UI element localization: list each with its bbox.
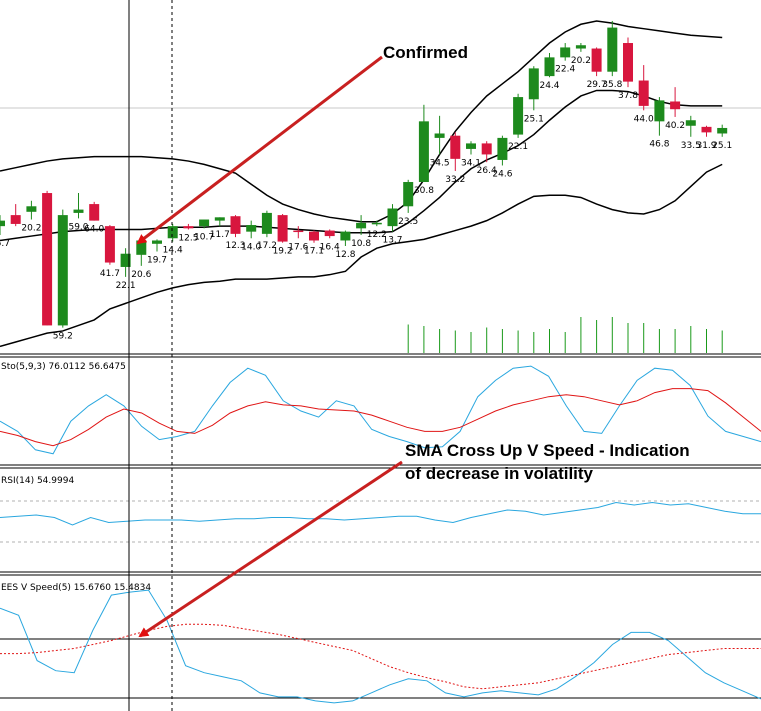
trading-chart: 25.720.259.259.064.041.722.120.619.714.4… [0, 0, 761, 711]
candle-body [450, 136, 460, 159]
candle-body [74, 210, 84, 213]
candle-body [215, 217, 225, 220]
candle-value-label: 25.7 [0, 239, 10, 249]
candle [89, 202, 99, 221]
candle-body [419, 121, 429, 182]
candle-body [482, 143, 492, 154]
candle-value-label: 34.5 [430, 158, 450, 168]
candle-body [513, 97, 523, 135]
candle-body [199, 220, 209, 227]
candle-value-label: 33.2 [445, 175, 465, 185]
candle-value-label: 20.2 [571, 56, 591, 66]
candle-value-label: 20.2 [21, 224, 41, 234]
candle-value-label: 10.8 [351, 239, 371, 249]
candle-body [529, 68, 539, 99]
candle-body [105, 226, 115, 262]
candle-body [262, 213, 272, 234]
candle-value-label: 11.7 [210, 230, 230, 240]
candle-value-label: 46.8 [649, 140, 669, 150]
candle-value-label: 37.8 [618, 91, 638, 101]
chart-background [0, 0, 761, 711]
candle-value-label: 25.1 [524, 114, 544, 124]
candle [623, 38, 633, 88]
candle-body [356, 223, 366, 229]
candle-body [576, 45, 586, 48]
candle-body [623, 43, 633, 82]
candle-value-label: 30.8 [414, 186, 434, 196]
candle-body [246, 225, 256, 232]
candle-body [717, 128, 727, 134]
candle [607, 21, 617, 76]
candle-body [466, 143, 476, 149]
candle-value-label: 22.1 [116, 281, 136, 291]
confirmed-annotation: Confirmed [383, 43, 468, 62]
candle-value-label: 22.1 [508, 142, 528, 152]
candle-body [11, 215, 21, 224]
candle-value-label: 35.8 [602, 80, 622, 90]
candle-body [168, 226, 178, 238]
candle [262, 211, 272, 237]
candle-value-label: 25.1 [712, 141, 732, 151]
candle-body [592, 49, 602, 72]
candle-body [0, 221, 5, 227]
candle-body [545, 57, 555, 76]
candle [278, 214, 288, 243]
candle-value-label: 24.4 [539, 81, 559, 91]
candle-body [435, 133, 445, 137]
candle-body [497, 138, 507, 160]
candle-body [152, 240, 162, 243]
candle-body [686, 120, 696, 126]
candle [42, 191, 52, 326]
candle-body [325, 231, 335, 237]
candle-body [607, 28, 617, 72]
candle-body [388, 208, 398, 226]
candle-value-label: 20.6 [131, 270, 151, 280]
candle-body [372, 223, 382, 225]
candle-body [89, 204, 99, 221]
candle-value-label: 23.5 [398, 217, 418, 227]
candle-body [183, 226, 193, 228]
candle-value-label: 14.4 [163, 246, 183, 256]
candle-value-label: 40.2 [665, 121, 685, 131]
stochastic-label: Sto(5,9,3) 76.0112 56.6475 [1, 362, 126, 372]
candle-value-label: 19.7 [147, 256, 167, 266]
candle-value-label: 44.0 [634, 114, 654, 124]
candle-body [231, 216, 241, 234]
candle [513, 94, 523, 138]
candle-body [639, 81, 649, 106]
rsi-label: RSI(14) 54.9994 [1, 476, 74, 486]
candle-value-label: 12.8 [335, 250, 355, 260]
candle-body [309, 232, 319, 241]
candle-body [58, 215, 68, 325]
candle-body [340, 232, 350, 241]
candle-body [670, 101, 680, 109]
candle-value-label: 59.2 [53, 332, 73, 342]
candle-body [26, 206, 36, 212]
candle-value-label: 41.7 [100, 269, 120, 279]
candle-value-label: 22.4 [555, 65, 575, 75]
sma-annotation-line1: SMA Cross Up V Speed - Indication [405, 441, 690, 460]
candle-value-label: 13.7 [382, 236, 402, 246]
candle-body [654, 100, 664, 121]
candle-value-label: 24.6 [492, 169, 512, 179]
candle-value-label: 64.0 [84, 225, 104, 235]
candle-body [42, 193, 52, 325]
candle-body [560, 47, 570, 57]
candle-body [403, 182, 413, 206]
candle [105, 225, 115, 265]
candle-body [702, 127, 712, 133]
candle [58, 210, 68, 328]
sma-annotation-line2: of decrease in volatility [405, 464, 594, 483]
candle-body [278, 215, 288, 241]
candle-body [293, 231, 303, 233]
